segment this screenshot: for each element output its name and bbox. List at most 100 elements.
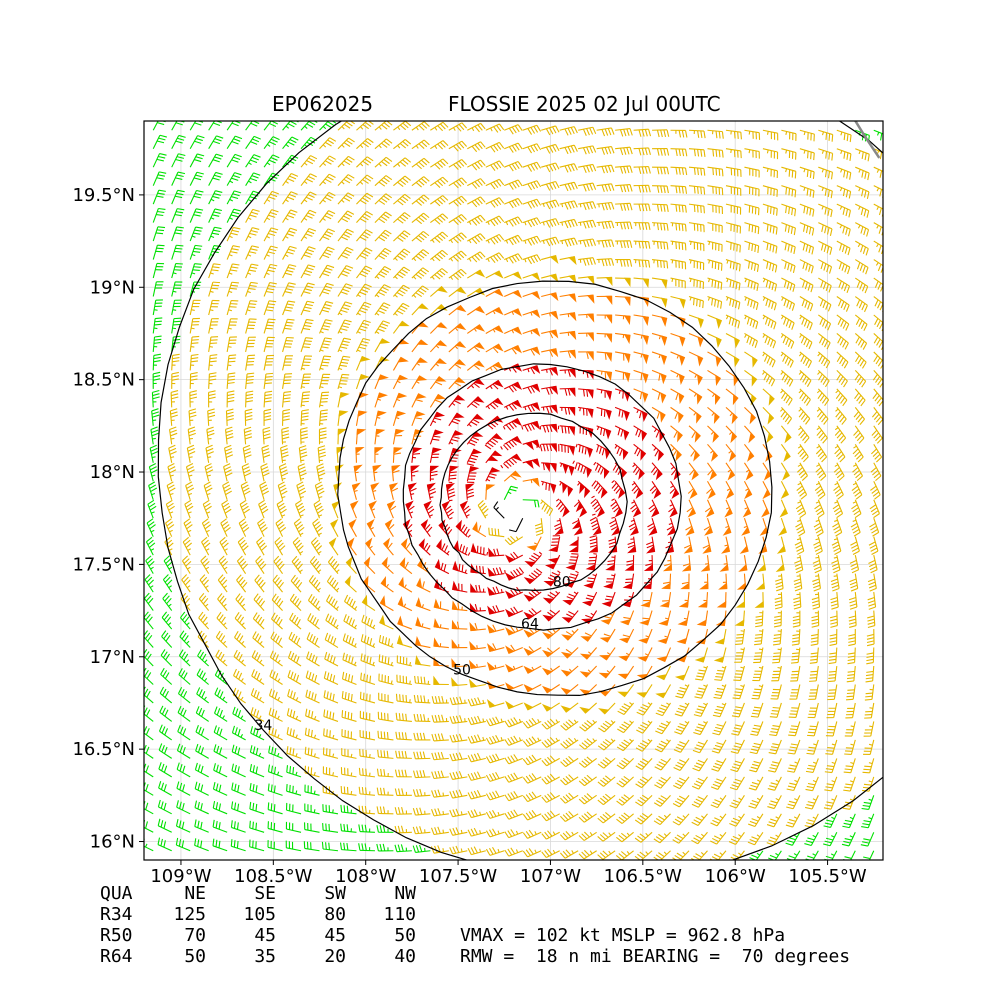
- wind-barb: [304, 784, 320, 796]
- wind-barb: [452, 560, 468, 575]
- wind-barb: [725, 203, 742, 215]
- wind-barb: [560, 810, 579, 823]
- wind-barb: [541, 848, 560, 859]
- wind-barb: [568, 536, 579, 553]
- wind-barb: [615, 146, 633, 156]
- wind-barb: [152, 121, 166, 131]
- wind-barb: [617, 684, 635, 698]
- wind-barb: [688, 148, 706, 157]
- wind-barb: [263, 245, 278, 260]
- wind-barb: [866, 647, 875, 665]
- wind-barb: [504, 551, 523, 563]
- wind-barb: [707, 259, 723, 271]
- wind-barb: [610, 498, 623, 518]
- wind-barb: [855, 203, 870, 218]
- wind-barb: [744, 166, 760, 178]
- wind-barb: [832, 499, 844, 519]
- wind-barb: [688, 185, 706, 195]
- wind-barb: [374, 138, 393, 150]
- wind-barb: [688, 425, 701, 443]
- wind-barb: [323, 728, 339, 741]
- wind-barb: [221, 499, 232, 519]
- wind-barb: [377, 749, 394, 759]
- wind-barb: [854, 314, 868, 331]
- wind-barb: [771, 665, 782, 682]
- wind-barb: [198, 592, 210, 611]
- wind-barb: [688, 351, 704, 367]
- wind-barb: [319, 301, 334, 316]
- wind-barb: [431, 751, 449, 761]
- wind-barb: [781, 203, 797, 217]
- wind-barb: [365, 537, 376, 556]
- wind-barb: [707, 332, 722, 348]
- wind-barb: [781, 222, 796, 236]
- wind-barb: [234, 630, 246, 648]
- wind-barb: [636, 702, 653, 716]
- wind-barb: [677, 610, 690, 626]
- wind-barb: [861, 813, 875, 829]
- wind-barb: [873, 259, 883, 273]
- wind-barb: [815, 462, 827, 481]
- wind-barb: [295, 499, 306, 519]
- wind-barb: [485, 716, 505, 727]
- wind-barb: [213, 763, 228, 778]
- wind-barb: [245, 245, 259, 260]
- wind-barb: [487, 567, 506, 577]
- wind-barb: [744, 259, 760, 272]
- wind-barb: [341, 671, 357, 685]
- wind-barb: [615, 351, 631, 364]
- wind-barb: [159, 705, 173, 722]
- wind-barb: [343, 614, 357, 630]
- wind-barb: [725, 185, 742, 196]
- wind-barb: [729, 813, 745, 827]
- wind-barb: [407, 482, 417, 500]
- wind-barb: [448, 195, 467, 207]
- wind-barb: [205, 444, 214, 463]
- wind-barb: [842, 813, 856, 829]
- wind-barb: [725, 296, 741, 310]
- wind-barb: [144, 574, 155, 593]
- wind-barb: [392, 447, 403, 463]
- wind-barb: [185, 463, 195, 482]
- wind-barb: [196, 687, 209, 704]
- wind-barb: [395, 693, 412, 704]
- wind-barb: [505, 663, 523, 673]
- wind-barb: [617, 665, 635, 680]
- wind-barb: [774, 592, 783, 610]
- wind-barb: [855, 222, 870, 237]
- wind-barb: [377, 711, 394, 722]
- wind-barb: [799, 333, 813, 350]
- wind-barb: [504, 345, 523, 355]
- wind-barb: [798, 406, 811, 425]
- wind-barb: [633, 351, 649, 365]
- wind-barb: [289, 593, 302, 611]
- wind-barb: [707, 129, 724, 139]
- wind-barb: [449, 770, 468, 780]
- wind-barb: [541, 773, 560, 785]
- wind-barb: [780, 443, 791, 463]
- wind-barb: [146, 518, 156, 537]
- wind-barb: [596, 369, 613, 382]
- wind-barb: [378, 634, 394, 649]
- wind-barb: [844, 721, 856, 737]
- wind-barb: [383, 537, 394, 556]
- wind-barb: [762, 406, 775, 425]
- wind-barb: [559, 349, 577, 359]
- wind-barb: [798, 351, 812, 369]
- wind-barb: [467, 122, 486, 133]
- storm-id-title: EP062025: [272, 92, 374, 116]
- wind-barb: [744, 203, 760, 216]
- wind-barb: [799, 148, 815, 161]
- wind-barb: [597, 738, 616, 751]
- wind-barb: [873, 185, 883, 198]
- wind-barb: [770, 684, 782, 700]
- wind-barb: [430, 121, 449, 132]
- wind-barb: [615, 277, 631, 288]
- wind-barb: [655, 702, 672, 717]
- wind-barb: [337, 228, 354, 242]
- wind-barb: [744, 185, 760, 197]
- wind-barb: [861, 776, 875, 792]
- wind-barb: [356, 229, 373, 242]
- wind-barb: [541, 366, 559, 376]
- wind-barb: [688, 388, 703, 405]
